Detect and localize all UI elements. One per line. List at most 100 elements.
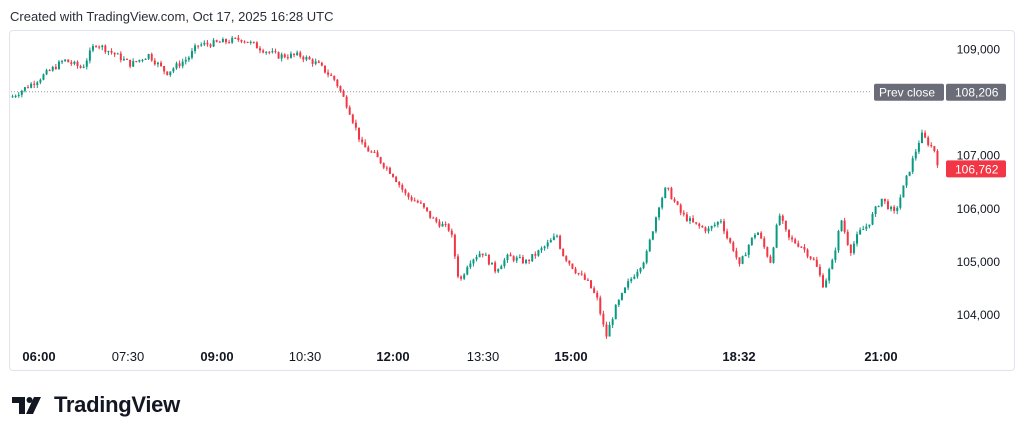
candle-body-down [924,132,927,138]
candle-body-up [750,237,753,245]
candle-body-up [905,175,908,186]
tradingview-brand-text: TradingView [54,392,180,417]
candle-body-down [382,163,385,168]
candle-body-up [175,63,178,69]
candle-body-down [79,66,82,68]
candle-body-up [107,51,110,53]
candle-body-down [723,221,726,232]
candle-body-down [787,229,790,238]
candle-body-up [491,262,494,265]
candle-body-down [320,62,323,66]
candle-body-up [466,267,469,275]
candle-body-down [528,260,531,262]
candle-body-down [605,324,608,337]
candle-body-up [741,256,744,264]
candle-body-up [64,59,67,62]
candle-body-up [716,221,719,225]
candle-body-up [85,60,88,67]
candle-body-up [147,54,150,59]
candle-body-down [259,48,262,51]
candle-body-up [91,46,94,51]
candle-body-down [218,41,221,43]
candle-body-up [280,54,283,59]
y-tick-label: 105,000 [957,255,1001,269]
candle-body-up [141,59,144,61]
candle-body-up [57,61,60,70]
candle-body-down [670,188,673,200]
candle-body-down [379,157,382,164]
candle-body-up [39,79,42,83]
candle-body-down [676,201,679,205]
candle-body-down [262,50,265,53]
tradingview-footer-logo[interactable]: TradingView [12,392,180,418]
candle-body-up [475,257,478,260]
candle-body-down [809,256,812,259]
candle-body-up [868,224,871,227]
candle-body-down [893,206,896,212]
candle-body-up [190,51,193,58]
candle-body-down [197,45,200,47]
candle-body-up [122,58,125,61]
candle-body-down [33,83,36,85]
candle-body-down [419,202,422,204]
last-price-label: 106,762 [946,160,1006,178]
candle-body-down [580,273,583,275]
candles-layer [11,35,939,339]
candle-body-down [234,37,237,39]
candle-body-down [333,75,336,80]
candle-body-up [614,304,617,320]
candle-body-down [447,224,450,231]
candle-body-up [627,281,630,288]
chart-created-header: Created with TradingView.com, Oct 17, 20… [10,9,334,24]
candle-body-down [395,176,398,182]
candle-body-up [772,247,775,263]
candle-body-up [181,61,184,67]
candle-body-down [784,220,787,230]
candle-body-down [927,137,930,146]
candle-body-up [51,66,54,71]
candle-body-down [698,223,701,227]
candle-body-up [859,229,862,235]
candle-body-down [113,52,116,55]
candle-body-up [753,235,756,238]
last-price-value: 106,762 [955,162,999,176]
y-tick-label: 104,000 [957,308,1001,322]
candle-body-down [224,39,227,43]
candle-body-down [404,189,407,194]
y-tick-label: 107,000 [957,149,1001,163]
candle-body-down [704,227,707,232]
candle-body-up [23,87,26,91]
candle-body-down [27,87,30,89]
candle-body-down [255,42,258,49]
candle-body-down [738,257,741,264]
candle-body-down [302,56,305,60]
candle-body-up [88,50,91,61]
candle-body-up [305,57,308,60]
candle-body-up [200,44,203,46]
candle-body-down [679,204,682,213]
candle-body-up [194,45,197,52]
candle-body-down [481,253,484,256]
candle-body-down [228,42,231,44]
candle-body-down [215,40,218,42]
candle-body-up [920,132,923,144]
candle-body-up [552,236,555,241]
candle-body-down [126,58,128,60]
candle-body-up [896,207,899,212]
candle-body-down [568,260,571,264]
candle-body-up [914,151,917,159]
candle-body-up [834,250,837,260]
candle-body-down [735,250,738,258]
candle-body-up [249,41,252,43]
candle-body-down [456,256,459,277]
candle-body-up [744,254,747,257]
candle-body-up [757,232,760,236]
candle-body-down [729,238,732,243]
candle-body-up [837,231,840,251]
candle-body-down [602,313,605,325]
candle-body-down [388,167,391,174]
candle-body-down [327,72,330,75]
candle-body-up [902,185,905,198]
x-tick-label: 15:00 [554,349,587,364]
